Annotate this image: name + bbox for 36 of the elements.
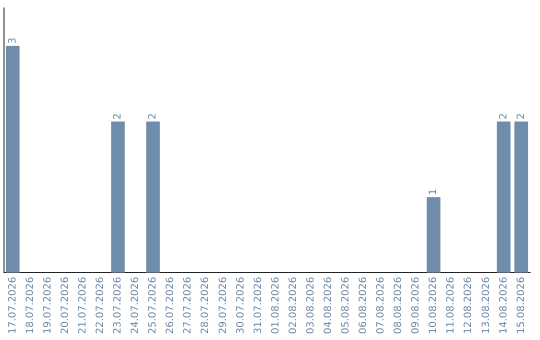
x-tick-label: 30.07.2026 [235,276,246,334]
x-tick-label: 09.08.2026 [410,276,422,334]
x-tick-label: 23.07.2026 [112,276,124,334]
x-tick-label: 14.08.2026 [498,276,510,334]
x-tick-label: 19.07.2026 [42,276,54,334]
x-tick-label: 10.08.2026 [428,276,440,334]
data-label: 3 [7,37,18,44]
x-tick-label: 21.07.2026 [77,276,88,334]
x-tick-label: 06.08.2026 [358,276,370,334]
x-tick-label: 25.07.2026 [148,276,159,334]
x-tick-label: 31.07.2026 [252,276,264,334]
data-label: 2 [148,113,159,120]
x-tick-label: 20.07.2026 [60,276,71,334]
x-tick-label: 11.08.2026 [446,276,457,334]
x-tick-label: 26.07.2026 [165,276,176,334]
x-tick-label: 01.08.2026 [270,276,282,334]
x-tick-label: 27.07.2026 [182,276,194,334]
x-tick-label: 17.07.2026 [7,276,18,334]
data-label: 2 [498,113,510,120]
x-tick-label: 07.08.2026 [376,276,387,334]
x-tick-label: 04.08.2026 [322,276,334,334]
x-tick-label: 18.07.2026 [24,276,36,334]
data-label: 1 [428,188,440,196]
x-tick-label: 29.07.2026 [218,276,229,334]
x-tick-label: 28.07.2026 [200,276,212,334]
x-tick-label: 13.08.2026 [480,276,492,334]
x-tick-label: 12.08.2026 [463,276,474,334]
data-label: 2 [516,113,527,120]
x-tick-label: 08.08.2026 [393,276,404,334]
x-tick-label: 02.08.2026 [288,276,299,334]
x-tick-label: 22.07.2026 [95,276,106,334]
x-tick-label: 24.07.2026 [130,276,142,334]
data-label: 2 [112,113,124,120]
x-tick-label: 15.08.2026 [516,276,527,334]
x-tick-label: 05.08.2026 [340,276,352,334]
x-tick-label: 03.08.2026 [305,276,316,334]
